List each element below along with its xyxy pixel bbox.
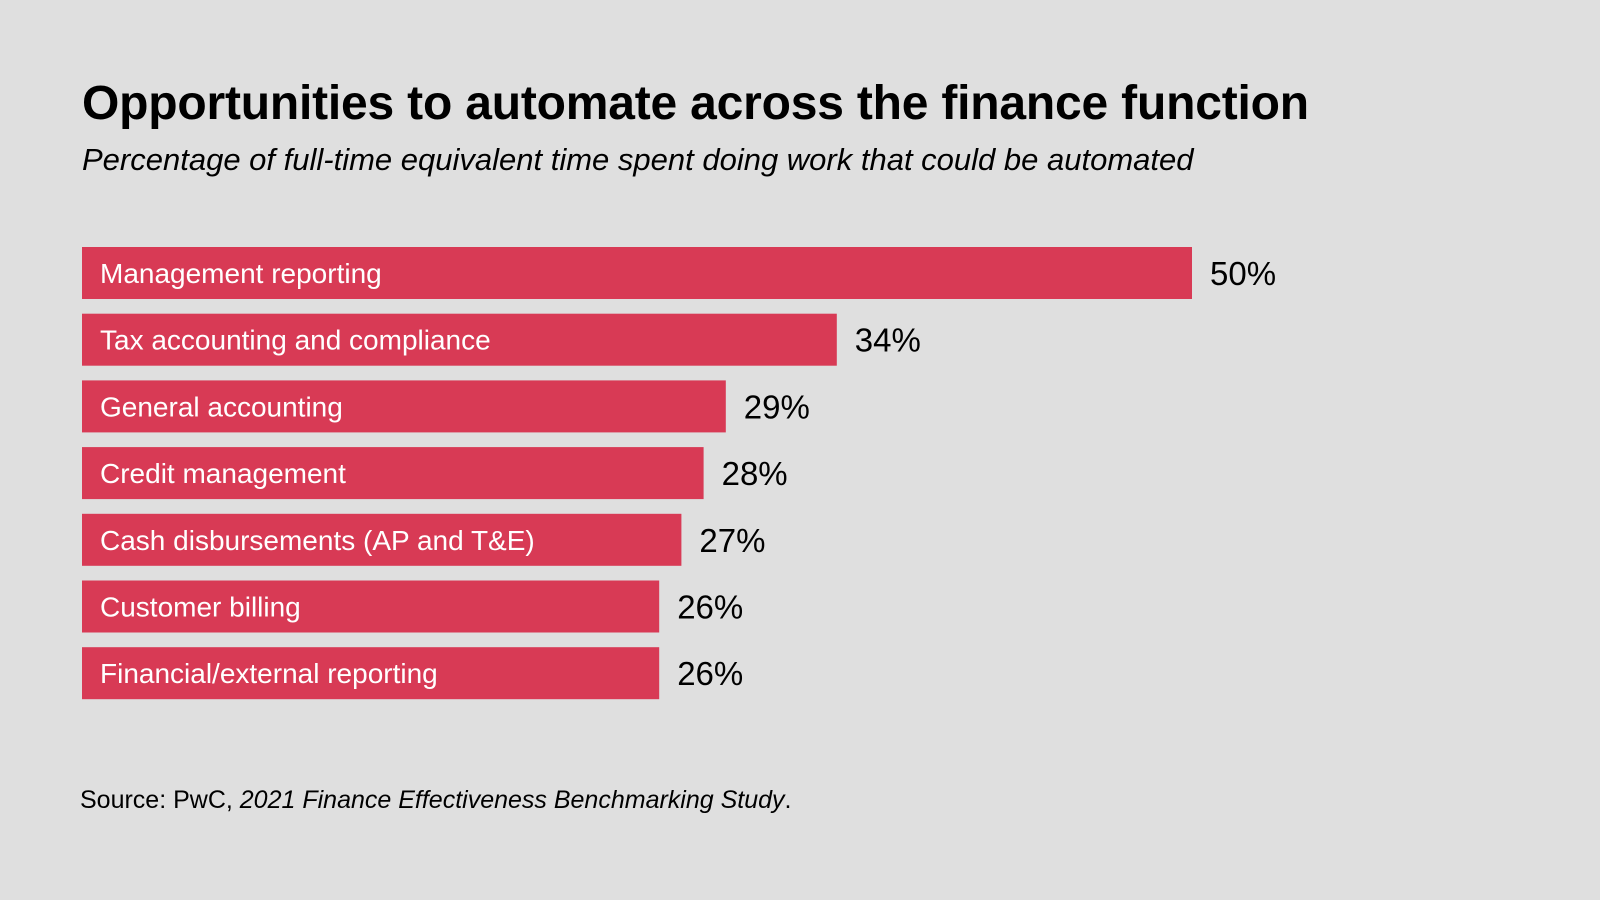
- value-label: 34%: [855, 322, 921, 359]
- category-label: General accounting: [100, 391, 343, 422]
- bar-group: Tax accounting and compliance 34%: [82, 313, 921, 366]
- bar-group: Credit management 28%: [82, 447, 788, 500]
- category-label: Credit management: [100, 458, 346, 489]
- source-suffix: .: [784, 786, 792, 814]
- bar: [82, 380, 726, 433]
- value-label: 26%: [677, 655, 743, 692]
- bar: [82, 247, 1192, 299]
- bar-group: Customer billing 26%: [82, 580, 743, 633]
- value-label: 29%: [744, 388, 810, 425]
- bar-group: Cash disbursements (AP and T&E) 27%: [82, 513, 765, 566]
- category-label: Customer billing: [100, 592, 301, 623]
- category-label: Cash disbursements (AP and T&E): [100, 525, 535, 556]
- bar: [82, 313, 837, 366]
- bar: [82, 647, 660, 700]
- value-label: 28%: [722, 455, 788, 492]
- bar-group: General accounting 29%: [82, 380, 810, 433]
- bar: [82, 513, 682, 566]
- category-label: Financial/external reporting: [100, 658, 438, 689]
- bar: [82, 580, 660, 633]
- category-label: Management reporting: [100, 258, 382, 289]
- source-prefix: Source: PwC,: [80, 786, 240, 814]
- chart-title: Opportunities to automate across the fin…: [82, 77, 1309, 130]
- bar-group: Management reporting 50%: [82, 247, 1276, 299]
- chart-subtitle: Percentage of full-time equivalent time …: [82, 142, 1194, 177]
- source-title: 2021 Finance Effectiveness Benchmarking …: [239, 786, 785, 814]
- source-note: Source: PwC, 2021 Finance Effectiveness …: [80, 786, 792, 815]
- value-label: 26%: [677, 589, 743, 626]
- value-label: 27%: [699, 522, 765, 559]
- bar: [82, 447, 704, 500]
- category-label: Tax accounting and compliance: [100, 325, 491, 356]
- bar-group: Financial/external reporting 26%: [82, 647, 743, 700]
- value-label: 50%: [1210, 255, 1276, 292]
